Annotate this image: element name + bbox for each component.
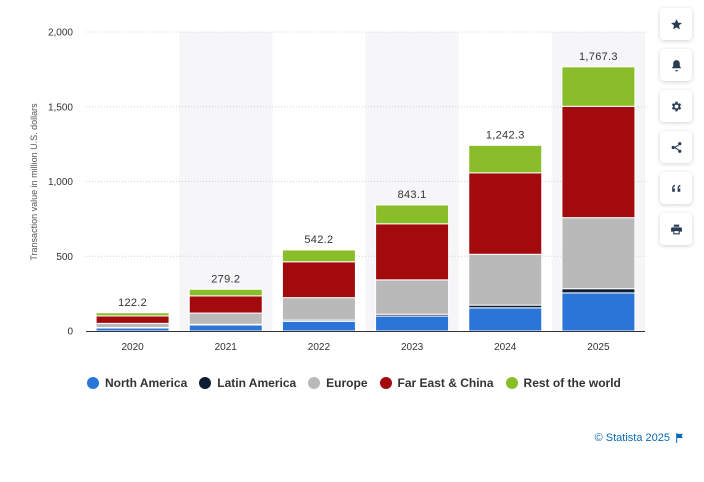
y-tick-label: 500 bbox=[56, 252, 73, 263]
y-tick-label: 2,000 bbox=[48, 28, 73, 39]
legend-label: Rest of the world bbox=[523, 376, 621, 390]
legend-item-far-east-china[interactable]: Far East & China bbox=[379, 376, 494, 390]
legend-item-rest-of-world[interactable]: Rest of the world bbox=[505, 376, 621, 390]
bar-segment[interactable] bbox=[468, 253, 543, 306]
bar-segment[interactable] bbox=[468, 172, 543, 255]
total-data-label: 122.2 bbox=[118, 297, 147, 309]
bar-segment[interactable] bbox=[95, 322, 170, 329]
x-tick-label: 2023 bbox=[401, 342, 424, 353]
legend-swatch bbox=[379, 377, 392, 389]
bar-segment[interactable] bbox=[561, 288, 636, 294]
y-tick-label: 1,000 bbox=[48, 177, 73, 188]
legend-label: Far East & China bbox=[397, 376, 494, 390]
bell-icon bbox=[671, 59, 681, 71]
bar-segment[interactable] bbox=[561, 105, 636, 219]
bar-segment[interactable] bbox=[281, 249, 356, 263]
star-icon bbox=[670, 18, 682, 29]
cite-button[interactable] bbox=[660, 172, 692, 204]
bar-segment[interactable] bbox=[95, 312, 170, 317]
bar-segment[interactable] bbox=[188, 295, 263, 314]
quote-icon bbox=[671, 184, 680, 192]
bar-segment[interactable] bbox=[561, 66, 636, 107]
legend-swatch bbox=[505, 377, 518, 389]
bar-segment[interactable] bbox=[375, 279, 450, 315]
y-tick-label: 0 bbox=[67, 327, 73, 338]
bar-segment[interactable] bbox=[188, 288, 263, 297]
bar-segment[interactable] bbox=[375, 204, 450, 225]
bar-segment[interactable] bbox=[188, 312, 263, 325]
bar-segment[interactable] bbox=[375, 315, 450, 332]
x-tick-label: 2024 bbox=[494, 342, 517, 353]
bar-segment[interactable] bbox=[281, 261, 356, 299]
x-tick-label: 2025 bbox=[587, 342, 610, 353]
chart-toolbar bbox=[660, 8, 692, 254]
legend-item-latin-america[interactable]: Latin America bbox=[199, 376, 296, 390]
statista-credit[interactable]: © Statista 2025 bbox=[595, 432, 684, 444]
notification-button[interactable] bbox=[660, 49, 692, 81]
category-band bbox=[179, 32, 273, 331]
total-data-label: 279.2 bbox=[211, 273, 240, 285]
share-button[interactable] bbox=[660, 131, 692, 163]
settings-button[interactable] bbox=[660, 90, 692, 122]
x-tick-label: 2021 bbox=[215, 342, 238, 353]
x-tick-label: 2020 bbox=[121, 342, 144, 353]
bar-segment[interactable] bbox=[561, 217, 636, 290]
bar-segment[interactable] bbox=[281, 297, 356, 321]
print-button[interactable] bbox=[660, 213, 692, 245]
legend-label: Latin America bbox=[217, 376, 297, 390]
legend-swatch bbox=[308, 377, 321, 389]
bar-segment[interactable] bbox=[281, 320, 356, 332]
bar-segment[interactable] bbox=[188, 324, 263, 332]
y-tick-label: 1,500 bbox=[48, 102, 73, 113]
x-tick-label: 2022 bbox=[308, 342, 331, 353]
total-data-label: 843.1 bbox=[398, 189, 427, 201]
y-axis-title: Transaction value in million U.S. dollar… bbox=[29, 103, 39, 261]
legend-swatch bbox=[87, 377, 99, 389]
print-icon bbox=[670, 224, 682, 234]
credit-text: © Statista 2025 bbox=[594, 432, 670, 444]
legend: North America Latin America Europe Far E… bbox=[87, 376, 633, 390]
favorite-button[interactable] bbox=[660, 8, 692, 40]
legend-item-north-america[interactable]: North America bbox=[87, 376, 187, 390]
legend-swatch bbox=[199, 377, 212, 389]
bar-segment[interactable] bbox=[95, 315, 170, 324]
flag-icon bbox=[676, 433, 683, 443]
bar-segment[interactable] bbox=[468, 307, 543, 332]
legend-item-europe[interactable]: Europe bbox=[308, 376, 368, 390]
bar-segment[interactable] bbox=[561, 292, 636, 332]
total-data-label: 1,767.3 bbox=[579, 51, 618, 63]
legend-label: Europe bbox=[326, 376, 368, 390]
bar-segment[interactable] bbox=[375, 223, 450, 281]
total-data-label: 542.2 bbox=[304, 234, 333, 246]
share-icon bbox=[671, 141, 681, 153]
total-data-label: 1,242.3 bbox=[486, 129, 525, 141]
legend-label: North America bbox=[105, 376, 188, 390]
gear-icon bbox=[671, 101, 681, 111]
bar-segment[interactable] bbox=[468, 144, 543, 174]
